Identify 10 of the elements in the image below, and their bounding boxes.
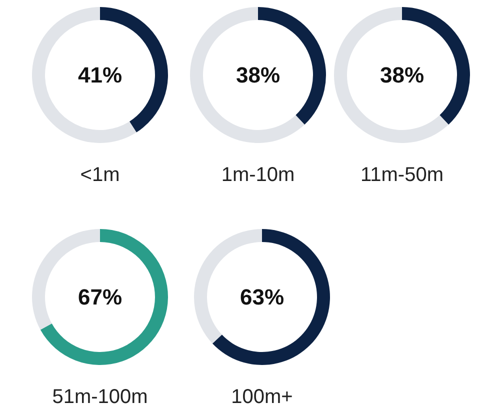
text: 1m-10m bbox=[221, 164, 295, 186]
data-label: 41% bbox=[78, 62, 122, 88]
data-label: 63% bbox=[240, 284, 284, 310]
data-label: 38% bbox=[236, 62, 280, 88]
text: 11m-50m bbox=[360, 164, 444, 186]
text: 100m+ bbox=[231, 386, 293, 408]
data-label: 38% bbox=[380, 62, 424, 88]
text: <1m bbox=[80, 164, 120, 186]
data-label: 67% bbox=[78, 284, 122, 310]
text: 51m-100m bbox=[52, 386, 148, 408]
